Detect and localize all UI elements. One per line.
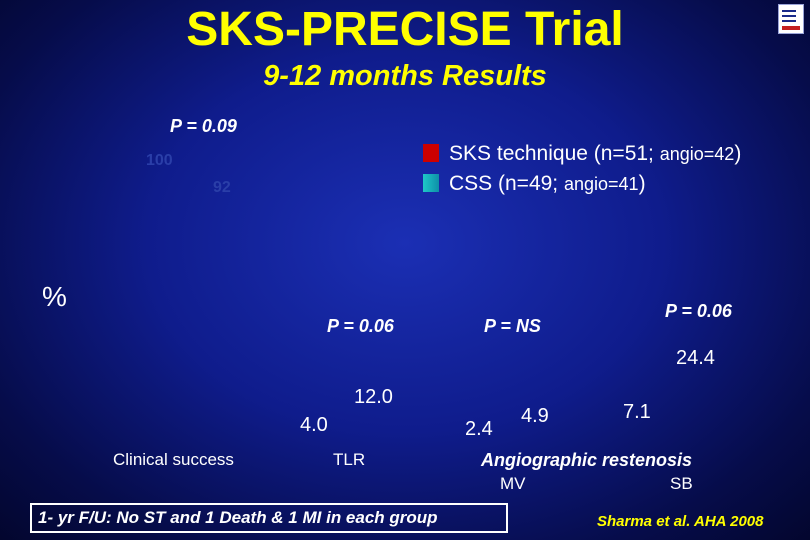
data-label-clinical-css: 92 [213,179,231,196]
data-label-mv-css: 4.9 [521,405,549,427]
p-value-sb: P = 0.06 [665,301,732,321]
legend-swatch-css [423,174,439,192]
category-label-angiographic-restenosis: Angiographic restenosis [481,450,693,470]
p-value-mv: P = NS [484,316,541,336]
slide-subtitle: 9-12 months Results [263,60,547,92]
category-label-tlr: TLR [333,450,366,469]
category-label-sb: SB [670,474,693,493]
data-label-tlr-css: 12.0 [354,386,393,408]
legend-label-sks: SKS technique (n=51; angio=42) [449,142,742,165]
footnote-text: 1- yr F/U: No ST and 1 Death & 1 MI in e… [38,508,438,527]
category-label-clinical-success: Clinical success [113,450,234,469]
data-label-tlr-sks: 4.0 [300,414,328,436]
category-label-mv: MV [500,474,526,493]
y-axis-unit: % [42,281,67,312]
p-value-tlr: P = 0.06 [327,316,394,336]
legend-label-css: CSS (n=49; angio=41) [449,172,646,195]
data-label-mv-sks: 2.4 [465,418,493,440]
data-label-sb-sks: 24.4 [676,347,715,369]
footnote-box: 1- yr F/U: No ST and 1 Death & 1 MI in e… [30,503,508,533]
legend-swatch-sks [423,144,439,162]
institution-logo [778,4,804,34]
citation: Sharma et al. AHA 2008 [597,513,764,530]
data-label-clinical-sks: 100 [146,152,173,169]
slide-title: SKS-PRECISE Trial [186,3,624,56]
p-value-clinical-success: P = 0.09 [170,116,237,136]
data-label-sb-css: 7.1 [623,401,651,423]
